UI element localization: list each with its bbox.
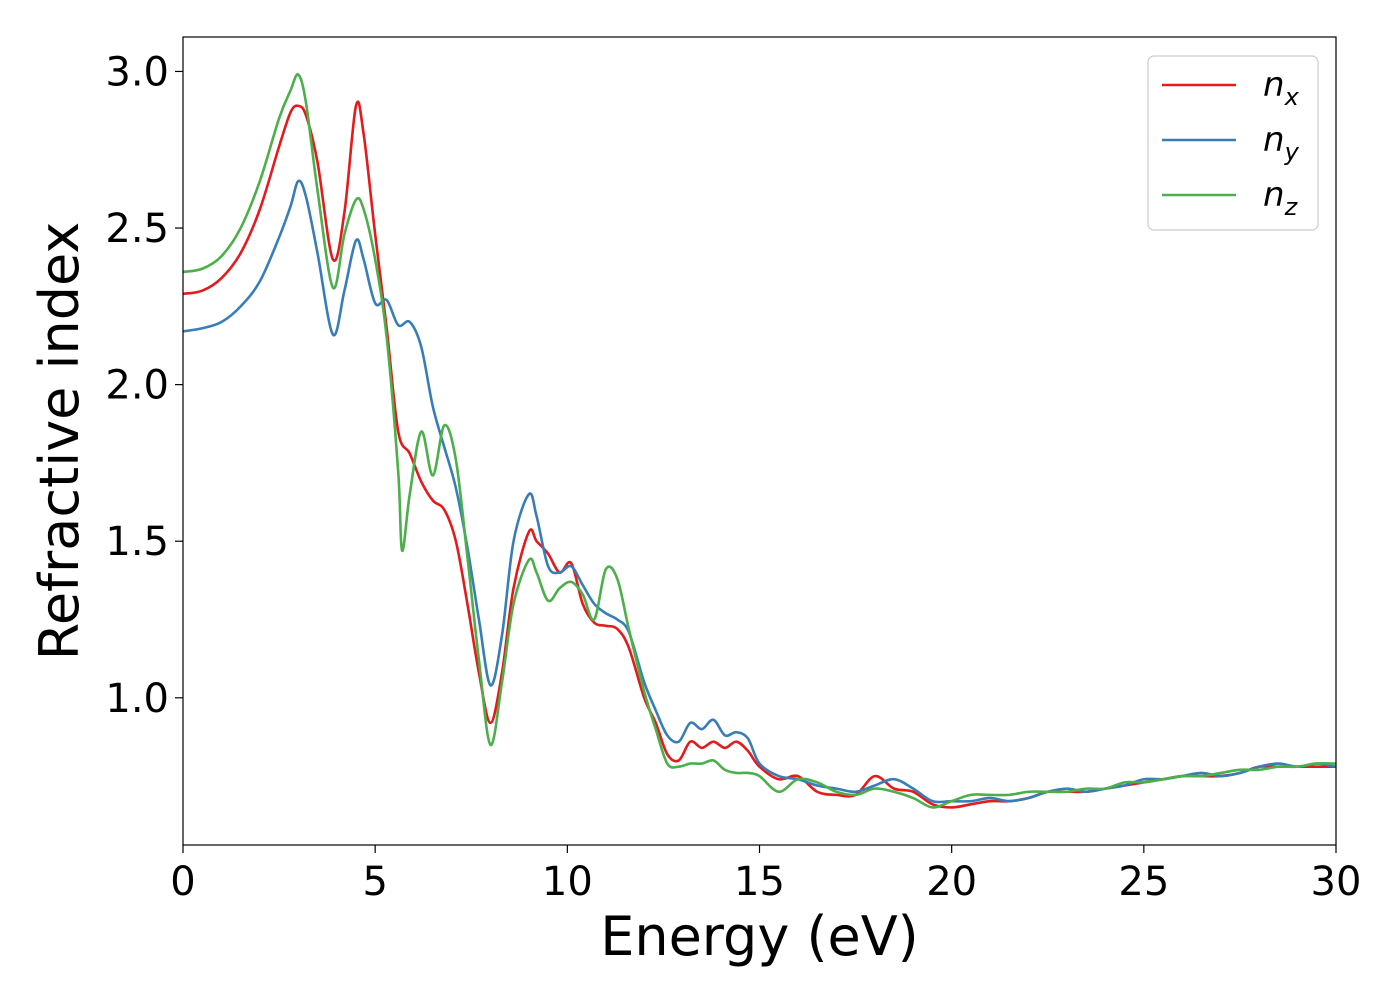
legend-entry-base: n (1263, 120, 1285, 160)
legend-entry-base: n (1263, 65, 1285, 105)
x-tick-label: 10 (542, 859, 593, 905)
y-tick-label: 1.5 (105, 519, 169, 565)
legend-entry-subscript: z (1284, 193, 1299, 221)
y-tick-label: 2.0 (105, 363, 169, 409)
series-line-n-z (183, 73, 1336, 809)
x-axis-ticks: 0 5 10 15 20 25 30 (170, 845, 1361, 905)
series-layer (183, 73, 1336, 809)
x-tick-label: 25 (1118, 859, 1169, 905)
legend-entry-base: n (1263, 175, 1285, 215)
y-axis-label: Refractive index (28, 222, 91, 661)
y-axis-ticks: 1.0 1.5 2.0 2.5 3.0 (105, 49, 183, 722)
x-axis-label: Energy (eV) (600, 905, 919, 968)
legend-entry-subscript: y (1284, 138, 1300, 166)
legend-box (1147, 55, 1319, 231)
x-tick-label: 15 (734, 859, 785, 905)
legend-entry-label: ny (1263, 120, 1300, 166)
legend-entry-label: nx (1263, 65, 1300, 111)
y-tick-label: 1.0 (105, 676, 169, 722)
x-tick-label: 0 (170, 859, 195, 905)
x-tick-label: 30 (1311, 859, 1362, 905)
series-line-n-y (183, 179, 1336, 804)
x-tick-label: 5 (362, 859, 387, 905)
legend-entry-subscript: x (1284, 83, 1300, 111)
x-tick-label: 20 (926, 859, 977, 905)
y-tick-label: 3.0 (105, 49, 169, 95)
y-tick-label: 2.5 (105, 206, 169, 252)
legend-entry-label: nz (1263, 175, 1299, 221)
